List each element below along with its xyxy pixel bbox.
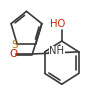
Text: S: S	[11, 40, 18, 50]
Text: HO: HO	[50, 19, 65, 29]
Text: O: O	[9, 49, 17, 59]
Text: NH: NH	[49, 46, 64, 56]
